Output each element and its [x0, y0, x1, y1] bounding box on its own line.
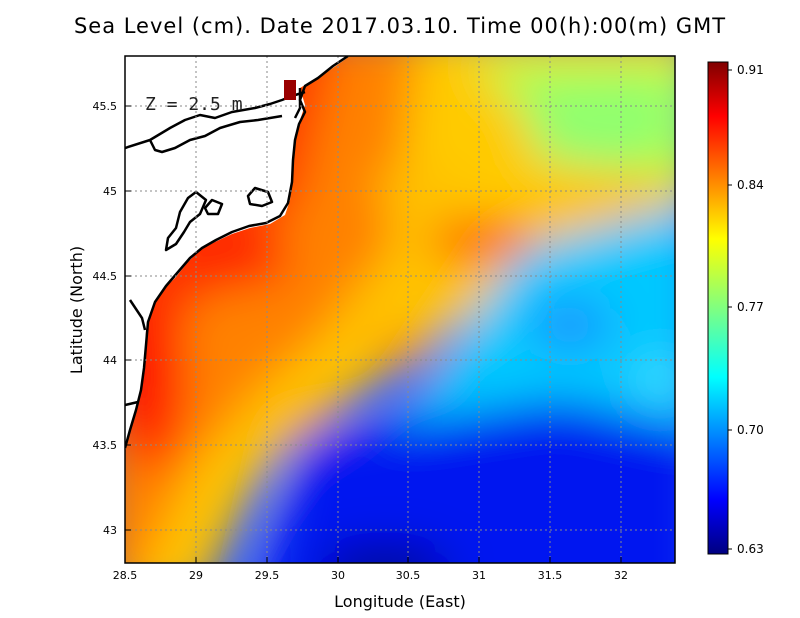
x-tick-label: 31.5 [538, 569, 563, 582]
x-tick-label: 32 [614, 569, 628, 582]
colorbar-label: 0.70 [737, 423, 764, 437]
y-tick-label: 45 [103, 185, 117, 198]
x-tick-label: 29.5 [255, 569, 280, 582]
tick-marks [125, 105, 622, 563]
x-tick-label: 29 [189, 569, 203, 582]
y-tick-label: 44 [103, 354, 117, 367]
colorbar [707, 61, 729, 555]
x-tick-label: 28.5 [113, 569, 138, 582]
colorbar-label: 0.77 [737, 300, 764, 314]
depth-label: Z = 2.5 m [145, 94, 243, 115]
coastline [125, 56, 349, 449]
sea-level-field [125, 56, 675, 563]
colorbar-ticks [728, 69, 732, 550]
colorbar-label: 0.63 [737, 542, 764, 556]
y-tick-label: 43.5 [93, 439, 118, 452]
map-title: Sea Level (cm). Date 2017.03.10. Time 00… [73, 14, 727, 38]
colorbar-label: 0.91 [737, 63, 764, 77]
plot-frame [124, 55, 676, 564]
x-tick-label: 30.5 [396, 569, 421, 582]
y-tick-label: 43 [103, 524, 117, 537]
land-mask [125, 56, 350, 452]
colorbar-label: 0.84 [737, 178, 764, 192]
grid-lines [125, 56, 675, 563]
x-axis-label: Longitude (East) [334, 592, 466, 611]
x-tick-label: 31 [472, 569, 486, 582]
x-tick-label: 30 [331, 569, 345, 582]
y-tick-label: 44.5 [93, 270, 118, 283]
y-tick-label: 45.5 [93, 100, 118, 113]
y-axis-label: Latitude (North) [67, 246, 86, 374]
